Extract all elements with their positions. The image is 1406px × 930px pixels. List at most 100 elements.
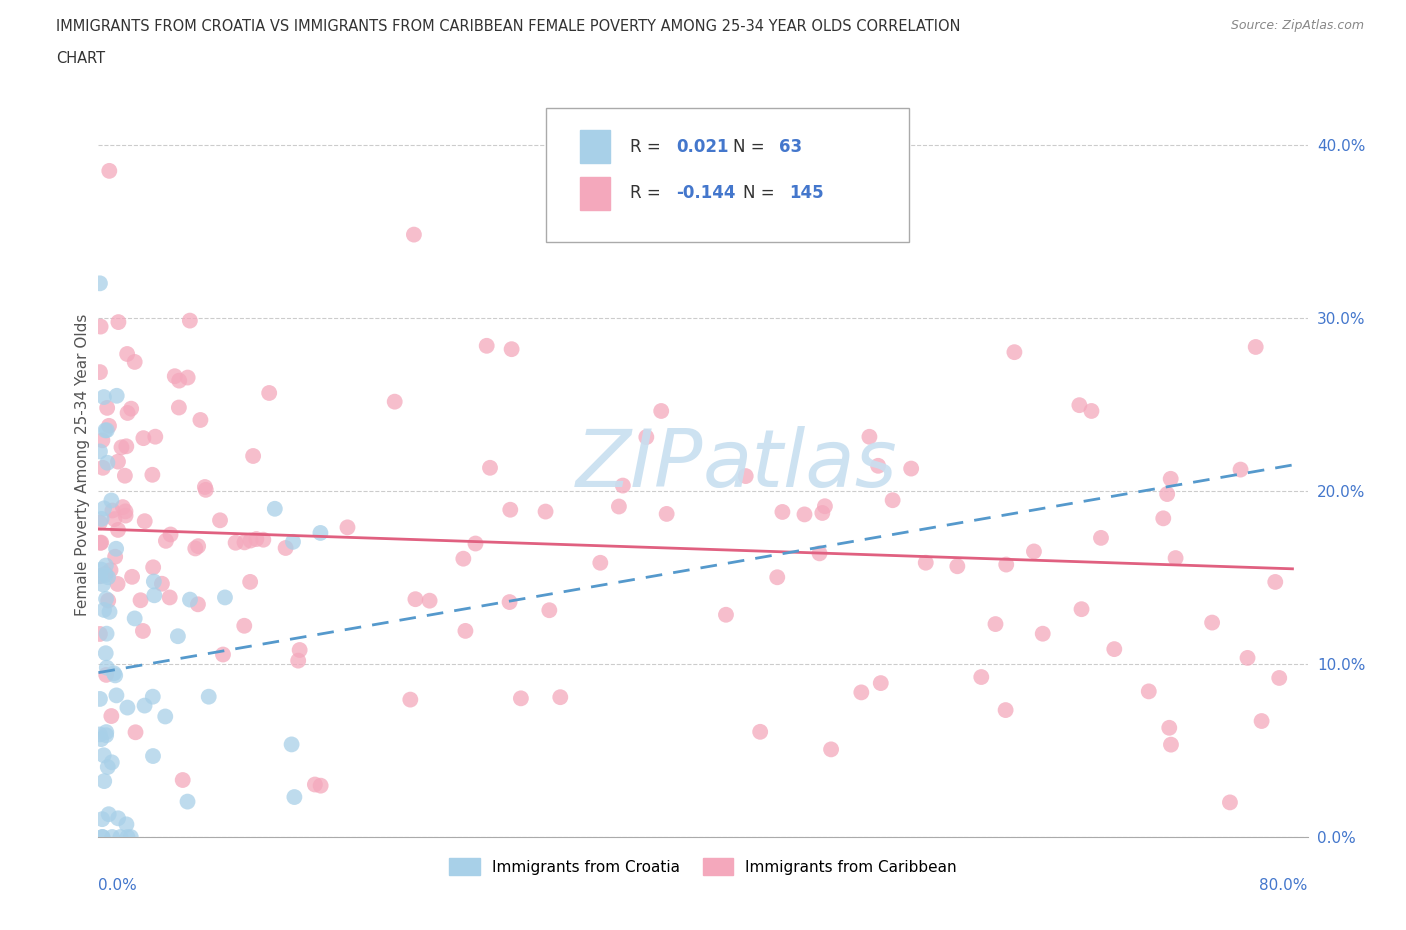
Point bbox=[534, 504, 557, 519]
Point bbox=[650, 404, 672, 418]
Point bbox=[749, 724, 772, 739]
Point bbox=[159, 590, 181, 604]
Point bbox=[89, 365, 111, 379]
Point bbox=[336, 520, 359, 535]
Point bbox=[538, 603, 561, 618]
Text: Source: ZipAtlas.com: Source: ZipAtlas.com bbox=[1230, 19, 1364, 32]
Point bbox=[869, 676, 891, 691]
Point bbox=[1160, 737, 1182, 752]
Point bbox=[97, 760, 120, 775]
Point bbox=[274, 540, 297, 555]
Point bbox=[150, 577, 173, 591]
Point bbox=[90, 562, 112, 577]
Point bbox=[419, 593, 441, 608]
Point bbox=[96, 626, 118, 641]
Bar bbox=[579, 177, 610, 210]
Point bbox=[946, 559, 969, 574]
Point bbox=[114, 469, 136, 484]
Point bbox=[454, 623, 477, 638]
Point bbox=[1164, 551, 1187, 565]
Point bbox=[970, 670, 993, 684]
Point bbox=[1236, 650, 1258, 665]
Text: R =: R = bbox=[630, 184, 666, 203]
Point bbox=[820, 742, 842, 757]
Point bbox=[89, 569, 111, 584]
Point bbox=[851, 685, 873, 700]
Point bbox=[134, 698, 156, 713]
Point bbox=[97, 593, 120, 608]
Point bbox=[184, 541, 207, 556]
Point bbox=[1229, 462, 1251, 477]
Point bbox=[132, 431, 155, 445]
Point bbox=[121, 569, 143, 584]
Point bbox=[115, 439, 138, 454]
Point bbox=[239, 533, 262, 548]
Point bbox=[120, 401, 142, 416]
Text: 145: 145 bbox=[789, 184, 824, 203]
Point bbox=[252, 532, 274, 547]
Point bbox=[100, 563, 122, 578]
Point bbox=[93, 501, 115, 516]
Point bbox=[882, 493, 904, 508]
Text: N =: N = bbox=[734, 138, 770, 155]
Point bbox=[1104, 642, 1126, 657]
Point bbox=[501, 341, 523, 356]
Point bbox=[1069, 398, 1091, 413]
Point bbox=[808, 546, 831, 561]
Point bbox=[89, 444, 111, 458]
Point bbox=[98, 604, 121, 619]
Point bbox=[143, 430, 166, 445]
Point bbox=[498, 594, 520, 609]
Point bbox=[94, 423, 117, 438]
Point bbox=[134, 513, 156, 528]
Point bbox=[1201, 615, 1223, 630]
Point bbox=[984, 617, 1007, 631]
Point bbox=[793, 507, 815, 522]
Point bbox=[94, 558, 117, 573]
Point bbox=[91, 812, 114, 827]
Point bbox=[1022, 544, 1045, 559]
Point bbox=[96, 668, 118, 683]
Point bbox=[93, 748, 115, 763]
Point bbox=[214, 590, 236, 604]
Point bbox=[1159, 721, 1181, 736]
Text: N =: N = bbox=[742, 184, 780, 203]
Point bbox=[97, 570, 120, 585]
Point bbox=[479, 460, 502, 475]
Point bbox=[187, 538, 209, 553]
Point bbox=[120, 830, 142, 844]
Legend: Immigrants from Croatia, Immigrants from Caribbean: Immigrants from Croatia, Immigrants from… bbox=[443, 852, 963, 882]
Point bbox=[142, 574, 165, 589]
Point bbox=[101, 830, 124, 844]
Point bbox=[589, 555, 612, 570]
Point bbox=[288, 643, 311, 658]
Point bbox=[111, 499, 134, 514]
Point bbox=[766, 570, 789, 585]
Point bbox=[464, 536, 486, 551]
Point bbox=[96, 401, 118, 416]
Point bbox=[212, 647, 235, 662]
Point bbox=[124, 724, 146, 739]
Point bbox=[142, 560, 165, 575]
Point bbox=[98, 418, 121, 433]
Point bbox=[96, 660, 118, 675]
Point bbox=[811, 506, 834, 521]
Point bbox=[194, 480, 217, 495]
Bar bbox=[579, 130, 610, 164]
Point bbox=[242, 448, 264, 463]
Point bbox=[1244, 339, 1267, 354]
Point bbox=[105, 688, 128, 703]
FancyBboxPatch shape bbox=[546, 108, 908, 242]
Point bbox=[197, 689, 219, 704]
Point bbox=[155, 709, 177, 724]
Point bbox=[900, 461, 922, 476]
Point bbox=[107, 454, 129, 469]
Point bbox=[194, 483, 217, 498]
Text: ZIP: ZIP bbox=[575, 426, 703, 504]
Point bbox=[607, 499, 630, 514]
Point bbox=[110, 830, 132, 844]
Point bbox=[89, 568, 111, 583]
Point bbox=[101, 755, 124, 770]
Point bbox=[96, 423, 118, 438]
Point bbox=[103, 666, 125, 681]
